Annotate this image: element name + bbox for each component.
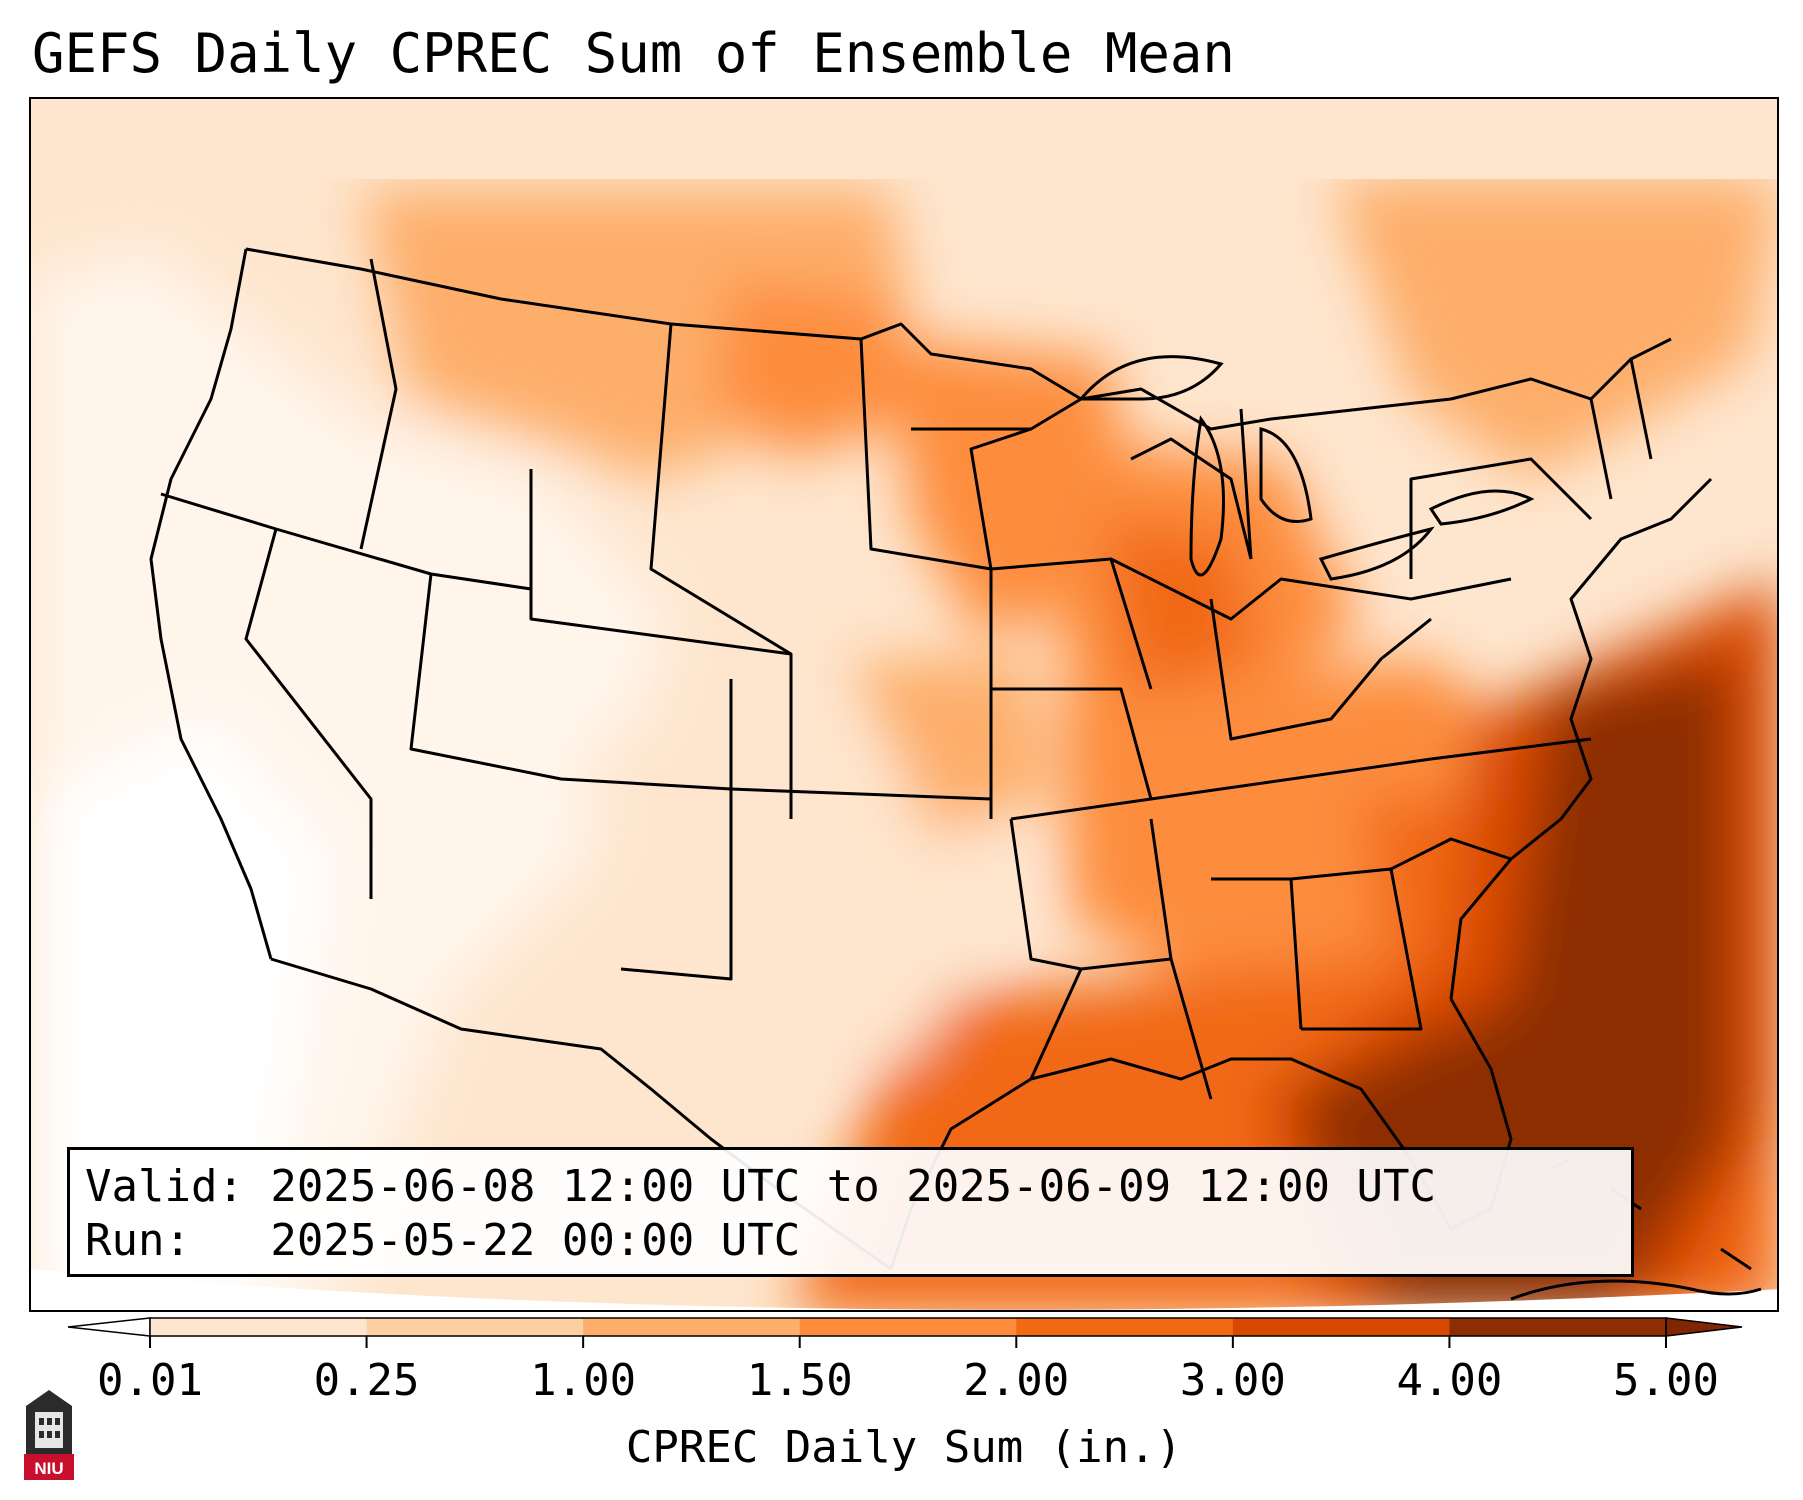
precipitation-map bbox=[31, 99, 1777, 1310]
colorbar-segment bbox=[366, 1318, 584, 1336]
map-frame bbox=[29, 97, 1779, 1312]
colorbar-extend-under bbox=[67, 1317, 151, 1337]
valid-time-box: Valid: 2025-06-08 12:00 UTC to 2025-06-0… bbox=[67, 1147, 1634, 1277]
colorbar bbox=[67, 1317, 1743, 1348]
colorbar-tick-label: 0.25 bbox=[313, 1355, 420, 1406]
colorbar-tick-label: 1.50 bbox=[746, 1355, 853, 1406]
colorbar-tick-label: 2.00 bbox=[963, 1355, 1070, 1406]
precip-field bbox=[31, 99, 1777, 1310]
colorbar-segment bbox=[1016, 1318, 1234, 1336]
page-title: GEFS Daily CPREC Sum of Ensemble Mean bbox=[32, 22, 1235, 85]
colorbar-segment bbox=[583, 1318, 801, 1336]
colorbar-segment bbox=[1449, 1318, 1667, 1336]
colorbar-tick-label: 5.00 bbox=[1613, 1355, 1719, 1406]
colorbar-tick-label: 4.00 bbox=[1396, 1355, 1503, 1406]
colorbar-frame bbox=[149, 1317, 1667, 1337]
colorbar-segment bbox=[150, 1318, 368, 1336]
colorbar-tick-label: 1.00 bbox=[530, 1355, 637, 1406]
colorbar-tick-label: 3.00 bbox=[1179, 1355, 1286, 1406]
niu-logo-text: NIU bbox=[34, 1459, 63, 1478]
niu-logo-band bbox=[24, 1454, 74, 1480]
colorbar-segment bbox=[799, 1318, 1017, 1336]
niu-logo-building bbox=[35, 1412, 63, 1448]
colorbar-label: CPREC Daily Sum (in.) bbox=[625, 1422, 1183, 1473]
great-lakes bbox=[1077, 355, 1535, 581]
run-line: Run: 2025-05-22 00:00 UTC bbox=[85, 1215, 801, 1266]
colorbar-tick-label: 0.01 bbox=[97, 1355, 203, 1406]
valid-line: Valid: 2025-06-08 12:00 UTC to 2025-06-0… bbox=[85, 1161, 1437, 1212]
colorbar-extend-over bbox=[1665, 1317, 1743, 1337]
state-boundaries bbox=[149, 247, 1713, 1271]
colorbar-segment bbox=[1232, 1318, 1450, 1336]
niu-logo: NIU bbox=[24, 1390, 74, 1480]
